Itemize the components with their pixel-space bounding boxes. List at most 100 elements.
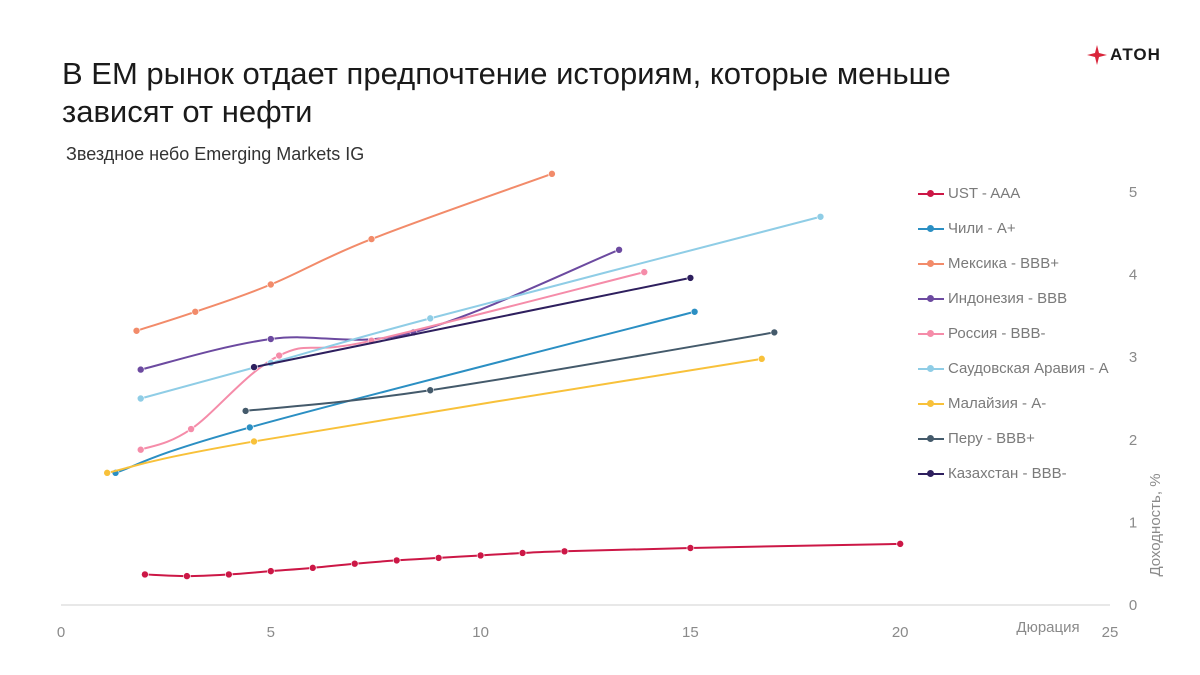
data-point <box>250 437 258 446</box>
y-tick-label: 1 <box>1129 514 1137 531</box>
data-point <box>434 554 443 562</box>
x-tick-label: 5 <box>267 624 275 641</box>
data-point <box>103 469 111 477</box>
y-tick-label: 5 <box>1129 184 1137 201</box>
legend-swatch <box>918 293 944 305</box>
data-point <box>266 335 275 343</box>
series-line <box>136 172 553 332</box>
data-point <box>896 540 905 548</box>
series-layer <box>103 170 905 580</box>
legend-swatch <box>918 468 944 480</box>
legend-label: Россия - BBB- <box>948 325 1046 342</box>
y-tick-labels: 0 1 2 3 4 5 <box>1129 184 1137 614</box>
series-2 <box>132 170 556 335</box>
series-7 <box>241 328 779 415</box>
series-line <box>253 276 691 369</box>
chart-subtitle: Звездное небо Emerging Markets IG <box>66 144 365 164</box>
legend-label: Малайзия - А- <box>948 395 1047 412</box>
legend-label: Казахстан - BBB- <box>948 465 1067 482</box>
data-point <box>136 394 145 403</box>
y-tick-label: 4 <box>1129 267 1137 284</box>
data-point <box>141 570 149 579</box>
legend-swatch <box>918 433 944 445</box>
data-point <box>225 570 233 579</box>
company-logo: АТОН <box>1086 44 1161 66</box>
data-point <box>686 544 695 552</box>
data-point <box>548 170 556 178</box>
data-point <box>136 365 145 374</box>
data-point <box>136 445 145 454</box>
data-point <box>686 274 695 282</box>
series-line <box>140 271 645 451</box>
series-4 <box>136 268 649 454</box>
legend-label: Чили - A+ <box>948 220 1016 237</box>
chart-legend: UST - AAA Чили - A+ Мексика - BBB+ Индонези… <box>918 176 1109 491</box>
x-tick-label: 25 <box>1102 624 1119 641</box>
data-point <box>426 386 435 395</box>
legend-item: UST - AAA <box>918 176 1109 211</box>
y-tick-label: 3 <box>1129 349 1137 366</box>
series-8 <box>250 274 695 371</box>
x-axis-title: Дюрация <box>1016 619 1079 636</box>
data-point <box>266 567 275 575</box>
legend-label: UST - AAA <box>948 185 1021 202</box>
data-point <box>816 212 825 221</box>
legend-item: Чили - A+ <box>918 211 1109 246</box>
y-tick-label: 0 <box>1129 597 1137 614</box>
y-axis-title: Доходность, % <box>1147 473 1164 576</box>
legend-label: Перу - BBB+ <box>948 430 1035 447</box>
data-point <box>266 280 275 289</box>
data-point <box>615 246 623 254</box>
legend-item: Перу - BBB+ <box>918 421 1109 456</box>
legend-swatch <box>918 398 944 410</box>
logo-text: АТОН <box>1110 45 1161 64</box>
data-point <box>191 307 200 316</box>
data-point <box>250 363 258 371</box>
legend-swatch <box>918 363 944 375</box>
series-line <box>115 310 695 474</box>
data-point <box>640 268 649 276</box>
data-point <box>241 407 250 415</box>
series-line <box>106 357 762 474</box>
legend-item: Казахстан - BBB- <box>918 456 1109 491</box>
legend-swatch <box>918 223 944 235</box>
legend-label: Индонезия - BBB <box>948 290 1068 307</box>
series-line <box>144 542 901 578</box>
series-5 <box>136 212 825 403</box>
series-6 <box>103 355 766 477</box>
data-point <box>350 559 359 568</box>
legend-swatch <box>918 328 944 340</box>
series-line <box>140 215 821 400</box>
series-0 <box>141 540 905 580</box>
data-point <box>757 355 766 363</box>
page-title: В ЕМ рынок отдает предпочтение историям,… <box>62 56 951 129</box>
legend-item: Индонезия - BBB <box>918 281 1109 316</box>
x-tick-label: 10 <box>472 624 489 641</box>
data-point <box>518 549 527 557</box>
legend-item: Мексика - BBB+ <box>918 246 1109 281</box>
data-point <box>132 326 141 335</box>
series-line <box>245 331 775 412</box>
data-point <box>367 235 376 243</box>
x-tick-label: 0 <box>57 624 65 641</box>
data-point <box>476 551 485 560</box>
data-point <box>690 307 699 316</box>
legend-label: Саудовская Аравия - А <box>948 360 1109 377</box>
series-3 <box>136 246 623 374</box>
x-tick-labels: 0 5 10 15 20 25 <box>57 624 1119 641</box>
legend-label: Мексика - BBB+ <box>948 255 1059 272</box>
x-tick-label: 20 <box>892 624 909 641</box>
legend-item: Саудовская Аравия - А <box>918 351 1109 386</box>
data-point <box>246 423 254 432</box>
data-point <box>770 328 779 337</box>
legend-item: Малайзия - А- <box>918 386 1109 421</box>
data-point <box>275 351 283 360</box>
data-point <box>183 572 191 580</box>
data-point <box>308 564 317 572</box>
x-tick-label: 15 <box>682 624 699 641</box>
data-point <box>426 314 435 323</box>
y-tick-label: 2 <box>1129 432 1137 449</box>
legend-swatch <box>918 188 944 200</box>
logo-star-icon <box>1087 45 1107 65</box>
